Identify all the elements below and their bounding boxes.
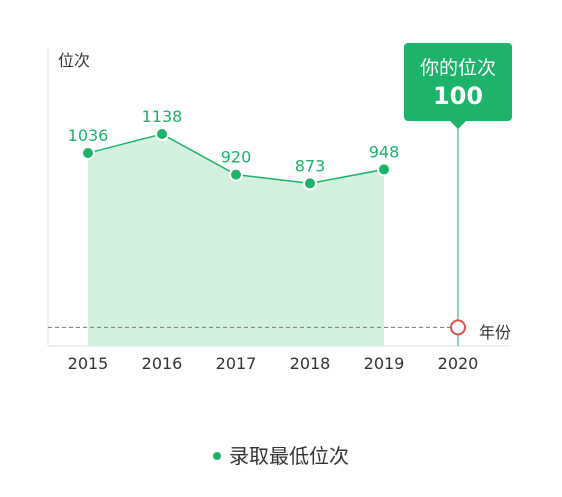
data-point — [303, 176, 317, 191]
x-tick-label: 2019 — [364, 354, 405, 373]
your-rank-marker — [450, 319, 466, 336]
data-label: 873 — [295, 156, 326, 175]
x-tick-label: 2016 — [142, 354, 183, 373]
data-point — [81, 146, 95, 161]
x-tick-label: 2017 — [216, 354, 257, 373]
data-label: 948 — [369, 142, 400, 161]
legend-marker-icon — [213, 451, 221, 460]
your-rank-value: 100 — [432, 82, 484, 110]
data-label: 1036 — [68, 126, 109, 145]
your-rank-tooltip: 你的位次 100 — [404, 43, 512, 129]
x-tick-label: 2015 — [68, 354, 109, 373]
data-point — [377, 162, 391, 177]
x-axis-title: 年份 — [479, 323, 511, 342]
data-point — [155, 127, 169, 142]
legend-label: 录取最低位次 — [229, 444, 349, 468]
x-tick-label: 2018 — [290, 354, 331, 373]
data-point — [229, 167, 243, 182]
your-rank-label: 你的位次 — [419, 57, 496, 79]
data-label: 1138 — [142, 107, 183, 126]
y-axis-title: 位次 — [58, 51, 90, 70]
data-label: 920 — [221, 148, 252, 167]
x-tick-label: 2020 — [438, 354, 479, 373]
legend: 录取最低位次 — [0, 440, 562, 469]
